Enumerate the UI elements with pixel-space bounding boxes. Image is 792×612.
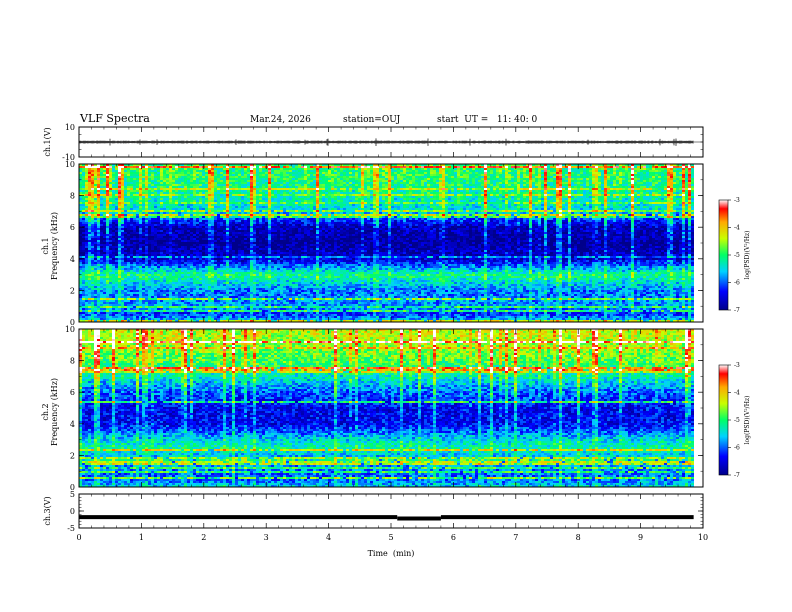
x-tick-label: 7 bbox=[513, 533, 518, 542]
ch3-ylabel: ch.3(V) bbox=[43, 496, 52, 525]
x-tick-label: 1 bbox=[139, 533, 144, 542]
y-tick-label: -5 bbox=[67, 524, 75, 533]
station-label: station=OUJ bbox=[343, 115, 401, 125]
ch2-spec-ylabel: Frequency (kHz) bbox=[50, 378, 59, 446]
date-label: Mar.24, 2026 bbox=[250, 115, 311, 125]
ch1-spec-axis: 0 2 4 6 8 10 bbox=[65, 160, 704, 327]
colorbar-tick-label: -7 bbox=[734, 472, 740, 479]
y-tick-label: 2 bbox=[70, 451, 75, 460]
colorbar-tick-label: -5 bbox=[734, 417, 740, 424]
ch2-colorbar-scale bbox=[718, 364, 729, 476]
ch2-colorbar: -3 -4 -5 -6 -7 log(PSD)(V²/Hz) bbox=[718, 362, 751, 479]
y-tick-label: 10 bbox=[65, 160, 75, 169]
figure-title: VLF Spectra bbox=[79, 112, 150, 125]
ch2-colorbar-ticks: -3 -4 -5 -6 -7 bbox=[728, 362, 740, 479]
y-tick-label: 4 bbox=[70, 255, 75, 264]
y-tick-label: 8 bbox=[70, 357, 75, 366]
y-tick-label: 2 bbox=[70, 286, 75, 295]
ch1-axis: 10 -10 bbox=[62, 123, 704, 162]
colorbar-tick-label: -6 bbox=[734, 445, 740, 452]
y-tick-label: 5 bbox=[70, 490, 75, 499]
x-tick-label: 9 bbox=[638, 533, 643, 542]
y-tick-label: 6 bbox=[70, 388, 75, 397]
x-tick-label: 5 bbox=[388, 533, 393, 542]
ch3-trace bbox=[79, 515, 694, 521]
colorbar-tick-label: -3 bbox=[734, 197, 740, 204]
colorbar-tick-label: -4 bbox=[734, 390, 740, 397]
colorbar-tick-label: -7 bbox=[734, 307, 740, 314]
ch2-colorbar-label: log(PSD)(V²/Hz) bbox=[744, 396, 751, 445]
y-tick-label: -10 bbox=[62, 153, 75, 162]
ch2-spectrogram-cells bbox=[79, 329, 695, 488]
x-tick-label: 4 bbox=[326, 533, 331, 542]
ch1-colorbar-scale bbox=[718, 199, 729, 311]
ch1-colorbar: -3 -4 -5 -6 -7 log(PSD)(V²/Hz) bbox=[718, 197, 751, 314]
ch1-ylabel: ch.1(V) bbox=[43, 127, 52, 156]
x-tick-label: 8 bbox=[576, 533, 581, 542]
y-tick-label: 0 bbox=[70, 483, 75, 492]
x-tick-label: 2 bbox=[201, 533, 206, 542]
ch1-spec-ylabel: Frequency (kHz) bbox=[50, 212, 59, 280]
x-tick-label: 3 bbox=[264, 533, 269, 542]
ch1-spectrogram-cells bbox=[79, 164, 695, 323]
y-tick-label: 0 bbox=[70, 318, 75, 327]
ch2-spectrogram-panel: 0 2 4 6 8 10 ch.2 Frequency (kHz) bbox=[41, 325, 704, 492]
y-tick-label: 0 bbox=[70, 507, 75, 516]
x-tick-label: 10 bbox=[698, 533, 708, 542]
colorbar-tick-label: -3 bbox=[734, 362, 740, 369]
ch1-waveform-panel: 10 -10 ch.1(V) bbox=[43, 123, 704, 162]
ch1-spec-channel-label: ch.1 bbox=[41, 237, 50, 254]
y-tick-label: 4 bbox=[70, 420, 75, 429]
y-tick-label: 10 bbox=[65, 325, 75, 334]
ch2-spec-axis: 0 2 4 6 8 10 bbox=[65, 325, 704, 492]
colorbar-tick-label: -6 bbox=[734, 280, 740, 287]
colorbar-tick-label: -4 bbox=[734, 225, 740, 232]
ch2-spec-channel-label: ch.2 bbox=[41, 403, 50, 420]
x-tick-label: 0 bbox=[76, 533, 81, 542]
ch1-spectrogram-panel: 0 2 4 6 8 10 ch.1 Frequency (kHz) bbox=[41, 160, 704, 327]
ch3-frame bbox=[78, 493, 704, 529]
ch1-colorbar-label: log(PSD)(V²/Hz) bbox=[744, 231, 751, 280]
y-tick-label: 10 bbox=[65, 123, 75, 132]
ch1-colorbar-ticks: -3 -4 -5 -6 -7 bbox=[728, 197, 740, 314]
y-tick-label: 6 bbox=[70, 223, 75, 232]
colorbar-tick-label: -5 bbox=[734, 252, 740, 259]
y-tick-label: 8 bbox=[70, 192, 75, 201]
ch1-waveform-trace bbox=[78, 138, 694, 146]
x-axis-label: Time (min) bbox=[368, 549, 415, 558]
start-time-label: start UT = 11: 40: 0 bbox=[437, 115, 538, 125]
x-tick-label: 6 bbox=[451, 533, 456, 542]
